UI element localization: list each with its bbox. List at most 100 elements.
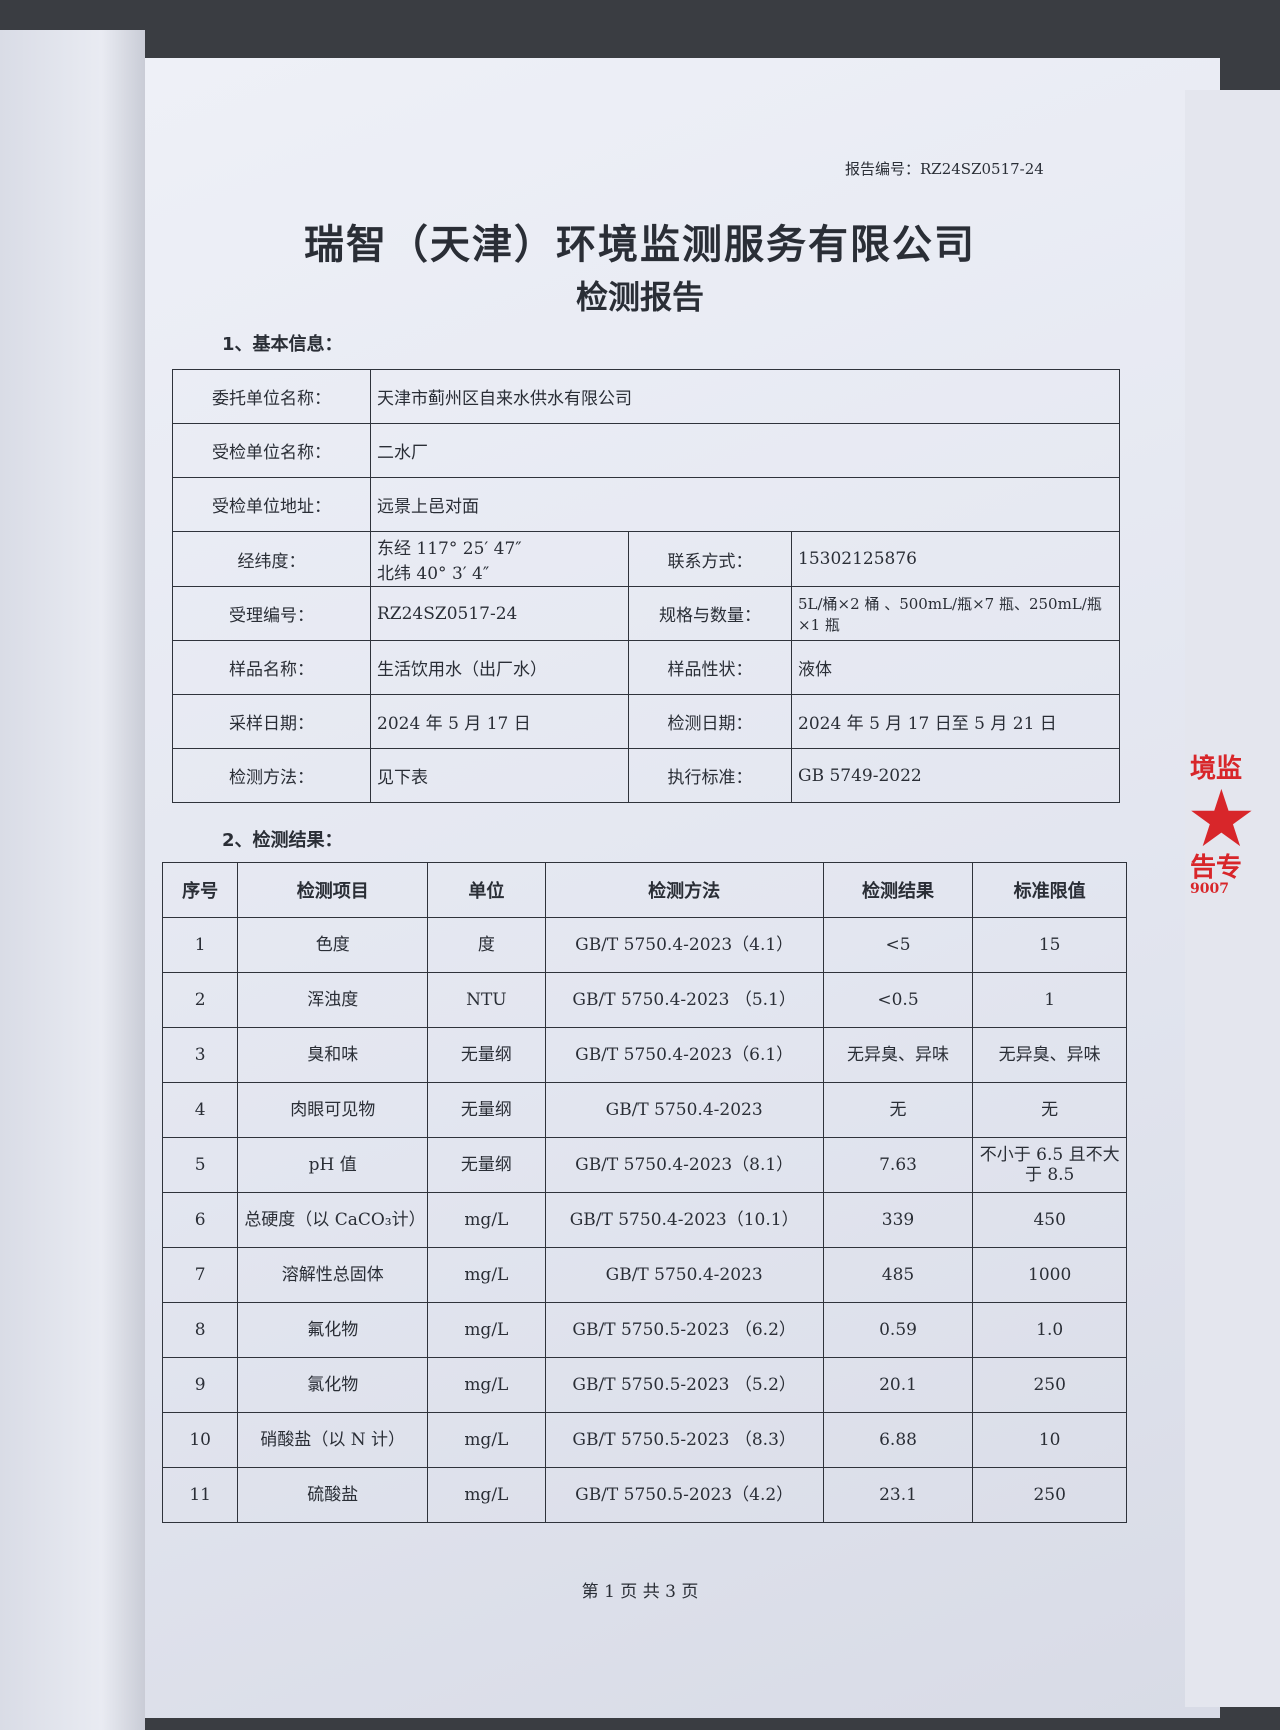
table-row: 9 氯化物 mg/L GB/T 5750.5-2023 （5.2） 20.1 250 — [161, 1357, 1127, 1413]
table-row: 5 pH 值无量纲 GB/T 5750.4-2023（8.1） 7.63 不小于 6.5… — [161, 1137, 1127, 1193]
table-cell: 10 — [972, 1412, 1127, 1468]
table-cell: 不小于 6.5 且不大于 8.5 — [972, 1137, 1127, 1193]
table-cell: 度 — [427, 917, 546, 973]
table-cell: GB/T 5750.4-2023（10.1） — [544, 1192, 824, 1248]
value: 见下表 — [370, 748, 629, 803]
table-cell: GB/T 5750.4-2023（8.1） — [544, 1137, 824, 1193]
value: 生活饮用水（出厂水） — [370, 640, 629, 695]
company-name: 瑞智（天津）环境监测服务有限公司 — [304, 222, 976, 268]
value: 2024 年 5 月 17 日 — [370, 694, 629, 749]
table-cell: 无异臭、异味 — [822, 1027, 974, 1083]
column-header: 序号 — [161, 862, 239, 918]
value: 远景上邑对面 — [370, 477, 1120, 532]
table-cell: mg/L — [427, 1412, 546, 1468]
table-cell: 硫酸盐 — [237, 1467, 429, 1523]
table-cell: 450 — [972, 1192, 1127, 1248]
page-footer: 第 1 页 共 3 页 — [581, 1582, 699, 1602]
table-cell: <0.5 — [822, 972, 974, 1028]
value: 液体 — [791, 640, 1120, 695]
column-header: 单位 — [427, 862, 546, 918]
table-cell: GB/T 5750.5-2023 （8.3） — [544, 1412, 824, 1468]
table-cell: 11 — [161, 1467, 239, 1523]
table-cell: 无 — [822, 1082, 974, 1138]
table-cell: GB/T 5750.4-2023 — [544, 1082, 824, 1138]
table-cell: 9 — [161, 1357, 239, 1413]
report-number: 报告编号：RZ24SZ0517-24 — [845, 160, 1044, 178]
table-cell: 氯化物 — [237, 1357, 429, 1413]
table-row: 11 硫酸盐 mg/L GB/T 5750.5-2023（4.2） 23.1 250 — [161, 1467, 1127, 1523]
value: 2024 年 5 月 17 日至 5 月 21 日 — [791, 694, 1120, 749]
next-page-edge — [1185, 90, 1280, 1707]
table-cell: 20.1 — [822, 1357, 974, 1413]
table-cell: 250 — [972, 1357, 1127, 1413]
results-table: 序号 检测项目 单位 检测方法 检测结果 标准限值 1 色度度 GB/T 5750.4-202… — [161, 862, 1127, 1523]
table-row: 8 氟化物 mg/L GB/T 5750.5-2023 （6.2） 0.59 1.0 — [161, 1302, 1127, 1358]
table-row: 2 浑浊度 NTU GB/T 5750.4-2023 （5.1） <0.5 1 — [161, 972, 1127, 1028]
label: 样品性状： — [628, 640, 792, 695]
table-cell: 色度 — [237, 917, 429, 973]
label: 经纬度： — [172, 531, 371, 587]
table-cell: 15 — [972, 917, 1127, 973]
table-cell: 5 — [161, 1137, 239, 1193]
table-cell: 8 — [161, 1302, 239, 1358]
table-cell: GB/T 5750.5-2023 （5.2） — [544, 1357, 824, 1413]
column-header: 检测结果 — [822, 862, 974, 918]
table-cell: 1 — [161, 917, 239, 973]
table-cell: mg/L — [427, 1357, 546, 1413]
table-cell: 7.63 — [822, 1137, 974, 1193]
table-cell: 无量纲 — [427, 1027, 546, 1083]
label: 执行标准： — [628, 748, 792, 803]
table-cell: GB/T 5750.5-2023 （6.2） — [544, 1302, 824, 1358]
official-stamp: 境监 ★ 告专 9007 — [1190, 755, 1260, 965]
value: GB 5749-2022 — [791, 748, 1120, 803]
table-cell: GB/T 5750.4-2023（6.1） — [544, 1027, 824, 1083]
table-cell: 3 — [161, 1027, 239, 1083]
section-basic-info: 1、基本信息： — [222, 334, 343, 355]
table-cell: mg/L — [427, 1247, 546, 1303]
value: 5L/桶×2 桶 、500mL/瓶×7 瓶、250mL/瓶×1 瓶 — [791, 586, 1120, 641]
table-cell: 10 — [161, 1412, 239, 1468]
table-cell: 1000 — [972, 1247, 1127, 1303]
table-cell: 1.0 — [972, 1302, 1127, 1358]
table-cell: 浑浊度 — [237, 972, 429, 1028]
left-page — [0, 30, 145, 1730]
value: 15302125876 — [791, 531, 1120, 587]
value: 天津市蓟州区自来水供水有限公司 — [370, 369, 1120, 424]
label: 受理编号： — [172, 586, 371, 641]
table-row: 1 色度度 GB/T 5750.4-2023（4.1） <5 15 — [161, 917, 1127, 973]
label: 联系方式： — [628, 531, 792, 587]
table-cell: 339 — [822, 1192, 974, 1248]
star-icon: ★ — [1190, 776, 1253, 860]
table-cell: pH 值 — [237, 1137, 429, 1193]
label: 受检单位地址： — [172, 477, 371, 532]
value: RZ24SZ0517-24 — [370, 586, 629, 641]
column-header: 标准限值 — [972, 862, 1127, 918]
label: 委托单位名称： — [172, 369, 371, 424]
table-cell: mg/L — [427, 1467, 546, 1523]
basic-info-table: 委托单位名称： 天津市蓟州区自来水供水有限公司 受检单位名称： 二水厂 受检单位地址… — [172, 369, 1120, 803]
table-cell: 肉眼可见物 — [237, 1082, 429, 1138]
table-cell: 无量纲 — [427, 1082, 546, 1138]
table-cell: GB/T 5750.5-2023（4.2） — [544, 1467, 824, 1523]
table-cell: 无 — [972, 1082, 1127, 1138]
table-cell: 485 — [822, 1247, 974, 1303]
table-row: 7 溶解性总固体 mg/L GB/T 5750.4-2023 485 1000 — [161, 1247, 1127, 1303]
column-header: 检测项目 — [237, 862, 429, 918]
label: 样品名称： — [172, 640, 371, 695]
latitude: 北纬 40° 3′ 4″ — [377, 564, 490, 584]
table-row: 10 硝酸盐（以 N 计） mg/L GB/T 5750.5-2023 （8.3） 6.… — [161, 1412, 1127, 1468]
label: 检测日期： — [628, 694, 792, 749]
label: 检测方法： — [172, 748, 371, 803]
table-cell: 7 — [161, 1247, 239, 1303]
table-cell: 无量纲 — [427, 1137, 546, 1193]
table-cell: 2 — [161, 972, 239, 1028]
document-title: 检测报告 — [575, 278, 704, 316]
table-row: 3 臭和味 无量纲 GB/T 5750.4-2023（6.1） 无异臭、异味 无异臭、异味 — [161, 1027, 1127, 1083]
label: 采样日期： — [172, 694, 371, 749]
table-cell: 氟化物 — [237, 1302, 429, 1358]
table-cell: 总硬度（以 CaCO₃计） — [237, 1192, 429, 1248]
table-cell: 6.88 — [822, 1412, 974, 1468]
column-header: 检测方法 — [544, 862, 824, 918]
value: 东经 117° 25′ 47″ 北纬 40° 3′ 4″ — [370, 531, 629, 587]
table-cell: <5 — [822, 917, 974, 973]
